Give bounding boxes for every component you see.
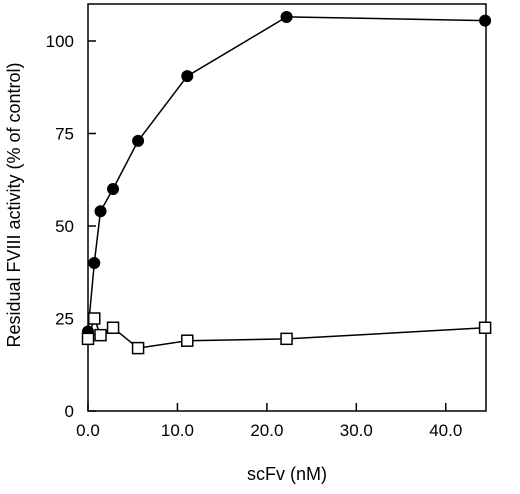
x-tick-label: 10.0 [161,421,194,440]
data-point-square [280,332,293,346]
x-tick-label: 40.0 [429,421,462,440]
x-tick-label: 20.0 [250,421,283,440]
series-2 [81,312,492,355]
data-point-circle [479,14,492,27]
tick-marks [87,40,447,412]
series-line [87,16,486,332]
data-point-circle [88,257,101,269]
y-axis-label: Residual FVIII activity (% of control) [4,62,24,347]
x-axis-label: scFv (nM) [247,464,327,484]
y-tick-label: 75 [55,125,74,144]
data-point-square [131,341,145,355]
data-point-square [181,334,194,347]
y-tick-label: 0 [65,402,74,421]
data-point-square [478,321,492,334]
data-point-square [106,321,120,334]
data-point-circle [94,205,107,218]
data-point-circle [280,10,293,23]
tick-labels: 0.0 10.0 20.0 30.0 40.0 0 25 50 75 100 [46,32,463,440]
data-point-square [88,312,101,325]
plot-frame [87,3,487,412]
series-1 [82,10,492,338]
y-tick-label: 50 [55,217,74,236]
data-point-circle [181,70,194,83]
data-point-circle [132,134,145,147]
data-point-square [81,332,95,346]
x-tick-label: 30.0 [340,421,373,440]
y-tick-label: 25 [55,310,74,329]
y-tick-label: 100 [46,32,74,51]
data-point-circle [107,183,120,195]
data-point-square [94,328,107,342]
series-layer [81,10,492,355]
x-tick-label: 0.0 [76,421,100,440]
